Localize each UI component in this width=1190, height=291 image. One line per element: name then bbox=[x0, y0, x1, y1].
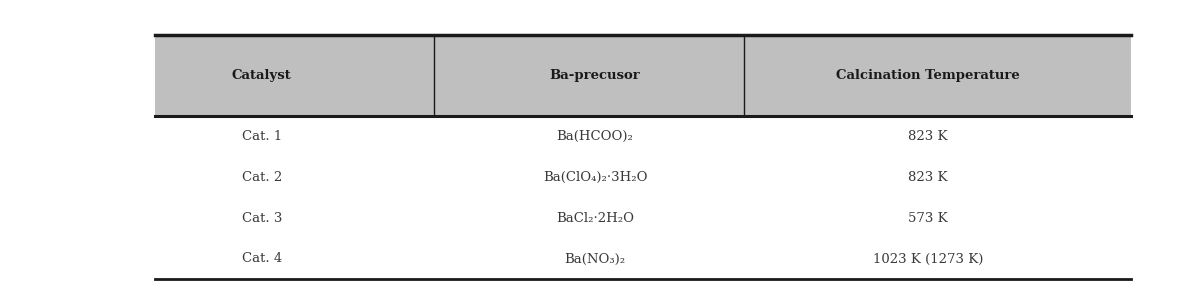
Text: 823 K: 823 K bbox=[908, 171, 948, 184]
Text: Cat. 1: Cat. 1 bbox=[242, 130, 282, 143]
Text: 573 K: 573 K bbox=[908, 212, 948, 225]
Text: Cat. 2: Cat. 2 bbox=[242, 171, 282, 184]
Text: 1023 K (1273 K): 1023 K (1273 K) bbox=[873, 253, 983, 265]
Text: Ba(ClO₄)₂·3H₂O: Ba(ClO₄)₂·3H₂O bbox=[543, 171, 647, 184]
Text: 823 K: 823 K bbox=[908, 130, 948, 143]
FancyBboxPatch shape bbox=[155, 35, 1130, 116]
Text: Ba-precusor: Ba-precusor bbox=[550, 69, 640, 82]
Text: Calcination Temperature: Calcination Temperature bbox=[837, 69, 1020, 82]
Text: Cat. 4: Cat. 4 bbox=[242, 253, 282, 265]
Text: Ba(HCOO)₂: Ba(HCOO)₂ bbox=[557, 130, 633, 143]
Text: Catalyst: Catalyst bbox=[232, 69, 292, 82]
Text: BaCl₂·2H₂O: BaCl₂·2H₂O bbox=[556, 212, 634, 225]
Text: Ba(NO₃)₂: Ba(NO₃)₂ bbox=[564, 253, 626, 265]
Text: Cat. 3: Cat. 3 bbox=[242, 212, 282, 225]
